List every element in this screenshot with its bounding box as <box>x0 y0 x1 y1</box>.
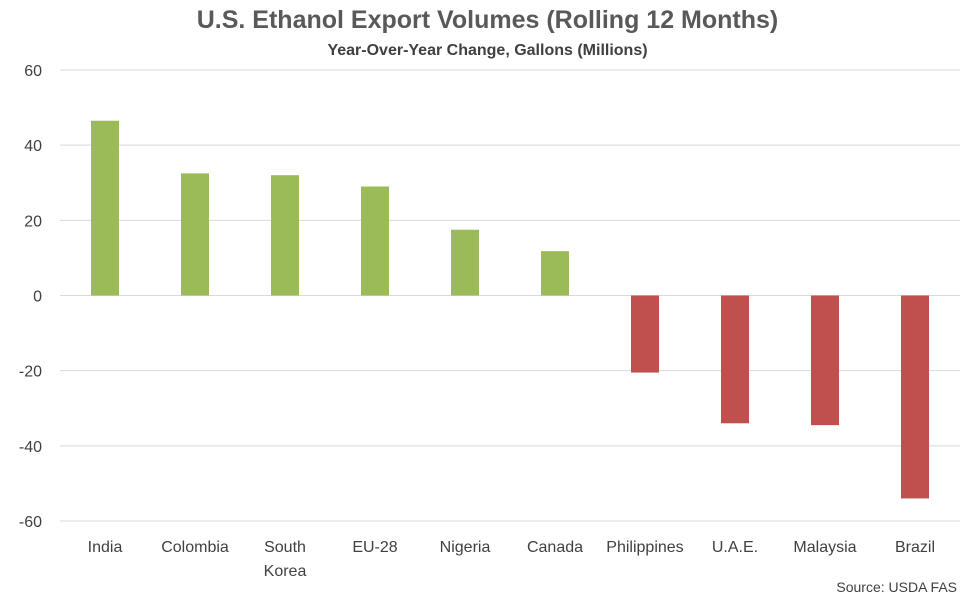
bar-philippines <box>631 295 659 373</box>
y-tick-label: 20 <box>24 213 42 230</box>
bar-colombia <box>181 173 209 296</box>
y-tick-label: -60 <box>19 514 42 531</box>
x-category-label-line: Korea <box>264 563 307 580</box>
bars <box>91 120 929 499</box>
x-category-label-line: U.A.E. <box>712 539 758 556</box>
x-category-label: India <box>88 539 123 556</box>
y-tick-label: -20 <box>19 364 42 381</box>
bar-south-korea <box>271 175 299 296</box>
bar-eu-28 <box>361 186 389 296</box>
x-category-label: Canada <box>527 539 583 556</box>
chart-subtitle: Year-Over-Year Change, Gallons (Millions… <box>327 42 648 59</box>
source-note: Source: USDA FAS <box>836 579 957 595</box>
bar-canada <box>541 251 569 296</box>
y-tick-label: 40 <box>24 138 42 155</box>
y-tick-label: -40 <box>19 439 42 456</box>
bar-u-a-e <box>721 295 749 424</box>
x-category-label: Malaysia <box>793 539 856 556</box>
x-category-label-line: South <box>264 539 306 556</box>
x-category-label: Colombia <box>161 539 229 556</box>
x-category-label: EU-28 <box>352 539 397 556</box>
x-category-label: Brazil <box>895 539 935 556</box>
x-category-label-line: India <box>88 539 123 556</box>
x-category-label-line: Nigeria <box>440 539 491 556</box>
x-category-label: South Korea <box>264 539 307 580</box>
x-category-label-line: Malaysia <box>793 539 856 556</box>
bar-nigeria <box>451 229 479 296</box>
x-category-label: U.A.E. <box>712 539 758 556</box>
bar-india <box>91 120 119 296</box>
y-tick-label: 60 <box>24 63 42 80</box>
x-category-label-line: Canada <box>527 539 583 556</box>
x-category-label-line: Colombia <box>161 539 229 556</box>
x-category-label: Philippines <box>606 539 683 556</box>
x-category-label: Nigeria <box>440 539 491 556</box>
gridlines <box>60 69 960 522</box>
bar-malaysia <box>811 295 839 426</box>
y-axis-tick-labels: 60 40 20 0 -20 -40 -60 <box>19 63 42 531</box>
x-axis-category-labels: India Colombia South Korea EU-28 Nigeria Canad… <box>88 539 935 580</box>
x-category-label-line: EU-28 <box>352 539 397 556</box>
x-category-label-line: Brazil <box>895 539 935 556</box>
y-tick-label: 0 <box>33 289 42 306</box>
bar-brazil <box>901 295 929 499</box>
chart-title: U.S. Ethanol Export Volumes (Rolling 12 … <box>196 6 779 34</box>
x-category-label-line: Philippines <box>606 539 683 556</box>
